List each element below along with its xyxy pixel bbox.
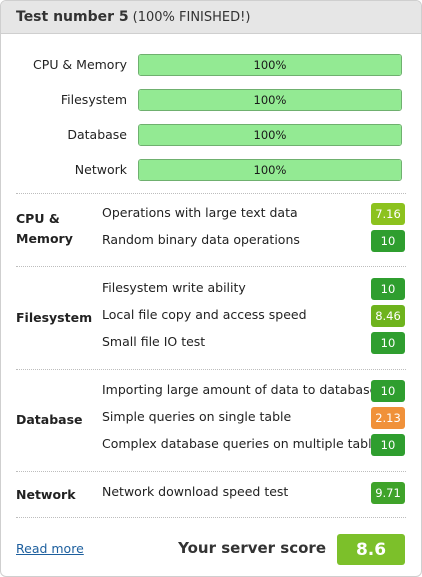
divider xyxy=(16,266,406,267)
progress-label: Database xyxy=(67,127,127,142)
test-row: Filesystem write ability 10 xyxy=(102,278,405,300)
group-label-network: Network xyxy=(16,485,76,505)
test-row: Small file IO test 10 xyxy=(102,332,405,354)
test-label: Operations with large text data xyxy=(102,205,298,220)
test-status: (100% FINISHED!) xyxy=(132,9,251,25)
progress-row: Network 100% xyxy=(1,159,421,194)
progress-row: CPU & Memory 100% xyxy=(1,54,421,89)
score-badge: 10 xyxy=(371,434,405,456)
test-row: Random binary data operations 10 xyxy=(102,230,405,252)
test-row: Local file copy and access speed 8.46 xyxy=(102,305,405,327)
test-label: Random binary data operations xyxy=(102,232,300,247)
score-badge: 10 xyxy=(371,230,405,252)
group-label-filesystem: Filesystem xyxy=(16,308,92,328)
group-label-database: Database xyxy=(16,410,83,430)
score-badge: 2.13 xyxy=(371,407,405,429)
score-badge: 8.46 xyxy=(371,305,405,327)
progress-bar: 100% xyxy=(138,89,402,111)
progress-label: Network xyxy=(74,162,127,177)
test-label: Simple queries on single table xyxy=(102,409,292,424)
score-badge: 10 xyxy=(371,278,405,300)
server-score-badge: 8.6 xyxy=(337,534,405,565)
divider xyxy=(16,471,406,472)
test-label: Complex database queries on multiple tab… xyxy=(102,436,386,451)
progress-fill xyxy=(139,160,401,180)
test-header: Test number 5 (100% FINISHED!) xyxy=(1,1,421,34)
test-title: Test number 5 xyxy=(16,9,129,25)
group-label-line: CPU & xyxy=(16,211,60,226)
progress-bar: 100% xyxy=(138,54,402,76)
divider xyxy=(16,517,406,518)
divider xyxy=(16,369,406,370)
progress-bar: 100% xyxy=(138,159,402,181)
test-label: Importing large amount of data to databa… xyxy=(102,382,378,397)
progress-bar: 100% xyxy=(138,124,402,146)
test-row: Importing large amount of data to databa… xyxy=(102,380,405,402)
progress-label: CPU & Memory xyxy=(33,57,127,72)
group-label-line: Filesystem xyxy=(16,310,93,325)
progress-fill xyxy=(139,90,401,110)
progress-label: Filesystem xyxy=(60,92,127,107)
test-label: Filesystem write ability xyxy=(102,280,246,295)
score-badge: 7.16 xyxy=(371,203,405,225)
test-label: Network download speed test xyxy=(102,484,289,499)
test-label: Local file copy and access speed xyxy=(102,307,307,322)
score-badge: 10 xyxy=(371,332,405,354)
test-row: Simple queries on single table 2.13 xyxy=(102,407,405,429)
progress-row: Filesystem 100% xyxy=(1,89,421,124)
score-badge: 10 xyxy=(371,380,405,402)
group-label-cpu-memory: CPU & Memory xyxy=(16,209,73,249)
progress-text: 100% xyxy=(253,163,287,177)
test-label: Small file IO test xyxy=(102,334,206,349)
divider xyxy=(16,193,406,194)
group-label-line: Memory xyxy=(16,231,73,246)
score-badge: 9.71 xyxy=(371,482,405,504)
progress-section: CPU & Memory 100% Filesystem 100% Databa… xyxy=(1,34,421,194)
server-score-title: Your server score xyxy=(178,539,326,557)
test-row: Complex database queries on multiple tab… xyxy=(102,434,405,456)
progress-fill xyxy=(139,55,401,75)
progress-text: 100% xyxy=(253,128,287,142)
read-more-link[interactable]: Read more xyxy=(16,541,84,556)
progress-fill xyxy=(139,125,401,145)
group-label-line: Database xyxy=(16,412,83,427)
progress-text: 100% xyxy=(253,58,287,72)
test-row: Operations with large text data 7.16 xyxy=(102,203,405,225)
progress-text: 100% xyxy=(253,93,287,107)
progress-row: Database 100% xyxy=(1,124,421,159)
test-row: Network download speed test 9.71 xyxy=(102,482,405,504)
group-label-line: Network xyxy=(16,487,76,502)
